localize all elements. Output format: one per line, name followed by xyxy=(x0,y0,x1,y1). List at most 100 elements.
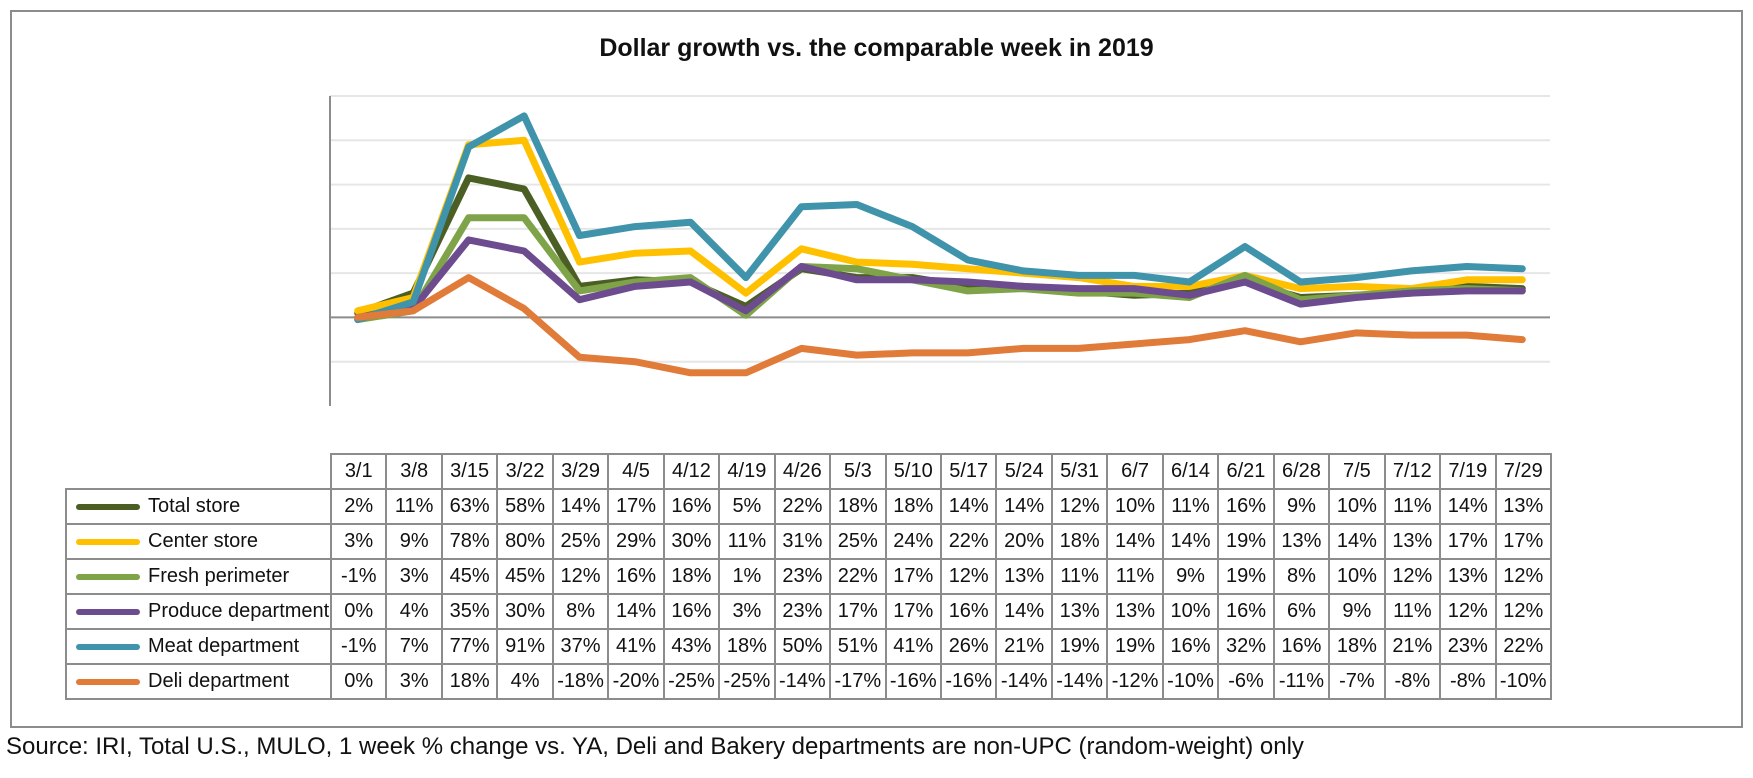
data-label: -14% xyxy=(995,663,1053,700)
data-label: 50% xyxy=(773,628,832,665)
data-label: 2% xyxy=(329,488,388,525)
data-label: 19% xyxy=(1217,558,1275,595)
data-label: 18% xyxy=(829,488,887,525)
chart-frame xyxy=(10,10,1743,728)
data-label: 78% xyxy=(440,523,499,560)
data-label: 19% xyxy=(1217,523,1275,560)
data-label: 16% xyxy=(939,593,998,630)
data-label: 30% xyxy=(496,593,554,630)
data-label: 21% xyxy=(1383,628,1442,665)
data-label: 45% xyxy=(440,558,499,595)
data-label: 58% xyxy=(496,488,554,525)
data-label: -1% xyxy=(329,558,388,595)
data-label: 17% xyxy=(884,558,942,595)
series-name: Center store xyxy=(148,530,259,552)
data-label: 9% xyxy=(1161,558,1220,595)
data-label: 21% xyxy=(995,628,1053,665)
x-tick-label: 5/3 xyxy=(829,453,887,490)
source-note: Source: IRI, Total U.S., MULO, 1 week % … xyxy=(6,733,1304,760)
x-tick-label: 6/14 xyxy=(1161,453,1220,490)
data-label: 16% xyxy=(1272,628,1331,665)
data-label: 91% xyxy=(496,628,554,665)
data-label: 14% xyxy=(995,593,1053,630)
data-label: 11% xyxy=(1383,488,1442,525)
x-tick-label: 3/1 xyxy=(329,453,388,490)
data-label: 13% xyxy=(1494,488,1552,525)
data-label: 0% xyxy=(329,663,388,700)
data-label: 11% xyxy=(1383,593,1442,630)
data-label: 63% xyxy=(440,488,499,525)
data-label: 22% xyxy=(773,488,832,525)
x-tick-label: 5/17 xyxy=(939,453,998,490)
data-label: 17% xyxy=(884,593,942,630)
legend-swatch xyxy=(76,503,140,510)
x-tick-label: 6/21 xyxy=(1217,453,1275,490)
legend-swatch xyxy=(76,573,140,580)
x-tick-label: 7/12 xyxy=(1383,453,1442,490)
data-label: 11% xyxy=(1161,488,1220,525)
data-label: 18% xyxy=(1050,523,1109,560)
data-label: 13% xyxy=(1383,523,1442,560)
data-label: 9% xyxy=(385,523,443,560)
data-label: 23% xyxy=(1439,628,1497,665)
data-label: 16% xyxy=(662,488,721,525)
x-tick-label: 3/22 xyxy=(496,453,554,490)
series-name: Deli department xyxy=(148,670,290,692)
data-label: 37% xyxy=(551,628,610,665)
data-label: 17% xyxy=(607,488,665,525)
data-label: 14% xyxy=(1106,523,1164,560)
legend-swatch xyxy=(76,608,140,615)
series-label: Produce department xyxy=(65,593,332,630)
table-row: Fresh perimeter -1% 3% 45% 45% 12% 16% 18% 1% 23%… xyxy=(65,558,1552,595)
data-label: 14% xyxy=(607,593,665,630)
data-label: -16% xyxy=(939,663,998,700)
table-corner xyxy=(66,454,332,490)
chart-title: Dollar growth vs. the comparable week in… xyxy=(599,34,1154,62)
data-label: 22% xyxy=(829,558,887,595)
series-label: Deli department xyxy=(65,663,332,700)
data-label: 4% xyxy=(496,663,554,700)
data-label: 10% xyxy=(1106,488,1164,525)
data-label: 11% xyxy=(1106,558,1164,595)
data-label: 16% xyxy=(607,558,665,595)
x-tick-label: 5/24 xyxy=(995,453,1053,490)
data-label: 9% xyxy=(1328,593,1386,630)
series-label: Meat department xyxy=(65,628,332,665)
data-label: 20% xyxy=(995,523,1053,560)
series-lines xyxy=(354,112,1526,377)
data-label: -10% xyxy=(1161,663,1220,700)
x-tick-label: 3/8 xyxy=(385,453,443,490)
data-label: 6% xyxy=(1272,593,1331,630)
data-label: -1% xyxy=(329,628,388,665)
x-tick-label: 3/29 xyxy=(551,453,610,490)
data-label: -16% xyxy=(884,663,942,700)
data-label: 4% xyxy=(385,593,443,630)
x-tick-label: 7/19 xyxy=(1439,453,1497,490)
data-label: 14% xyxy=(1328,523,1386,560)
data-label: -10% xyxy=(1494,663,1552,700)
series-name: Total store xyxy=(148,495,241,517)
series-name: Meat department xyxy=(148,635,300,657)
legend-swatch xyxy=(76,538,140,545)
data-label: 41% xyxy=(884,628,942,665)
x-tick-label: 7/29 xyxy=(1494,453,1552,490)
data-label: 25% xyxy=(551,523,610,560)
data-label: 11% xyxy=(1050,558,1109,595)
data-label: 18% xyxy=(440,663,499,700)
data-label: 12% xyxy=(1494,593,1552,630)
data-label: -17% xyxy=(829,663,887,700)
data-label: 3% xyxy=(385,663,443,700)
data-label: 14% xyxy=(1439,488,1497,525)
data-label: 12% xyxy=(1383,558,1442,595)
x-tick-label: 7/5 xyxy=(1328,453,1386,490)
data-label: 3% xyxy=(385,558,443,595)
x-tick-label: 5/31 xyxy=(1050,453,1109,490)
data-label: 12% xyxy=(551,558,610,595)
data-label: -8% xyxy=(1383,663,1442,700)
data-label: -25% xyxy=(662,663,721,700)
data-label: 16% xyxy=(1217,593,1275,630)
data-label: 30% xyxy=(662,523,721,560)
data-label: 18% xyxy=(1328,628,1386,665)
data-label: -6% xyxy=(1217,663,1275,700)
gridlines xyxy=(330,95,1550,363)
